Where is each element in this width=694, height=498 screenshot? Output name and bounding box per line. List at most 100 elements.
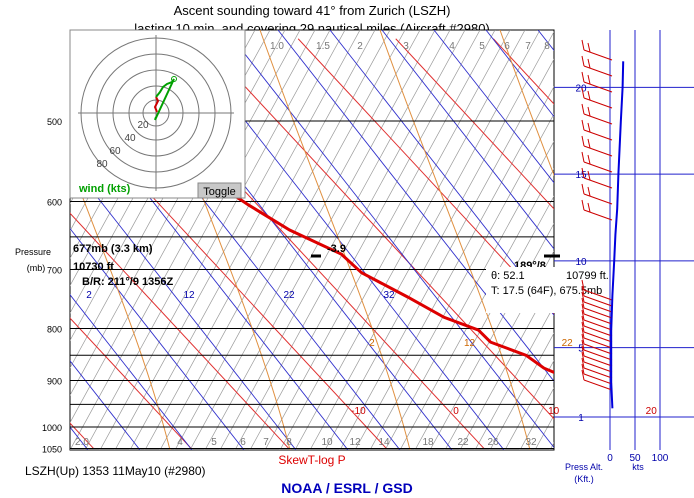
- hodograph-ring-label: 40: [124, 133, 136, 144]
- pressure-tick-600: 600: [47, 197, 62, 207]
- wind-barb-shaft: [583, 331, 613, 343]
- blue-grid-line: [590, 30, 694, 450]
- wind-barb-shaft: [583, 379, 613, 391]
- cursor-readout: 677mb (3.3 km) 10730 ft B/R: 211°/9 1356…: [73, 243, 618, 313]
- mixing-ratio-bottom-label: 32: [525, 437, 537, 448]
- wind-barb: [581, 357, 613, 379]
- pressure-tick-500: 500: [47, 117, 62, 127]
- wind-barb: [581, 369, 613, 391]
- wind-barb-shaft: [583, 319, 613, 331]
- pressure-tick-1050: 1050: [42, 445, 62, 455]
- wind-barb-flag: [581, 55, 585, 67]
- blue-grid-line: [381, 30, 554, 250]
- wind-barb-flag: [581, 103, 585, 115]
- wind-barb-flag: [581, 339, 585, 351]
- wind-barb-shaft: [583, 325, 613, 337]
- wind-barb: [581, 285, 613, 307]
- press-alt-title: Press Alt.: [565, 462, 603, 472]
- diagram-name: SkewT-log P: [278, 453, 345, 467]
- blue-grid-label: 22: [283, 290, 295, 301]
- blue-grid-label: 2: [86, 290, 92, 301]
- toggle-button-label[interactable]: Toggle: [203, 186, 235, 198]
- temp-readout: T: 17.5 (64F), 675.5mb: [491, 285, 602, 297]
- wind-barb-flag: [587, 42, 591, 53]
- theta-readout: θ: 52.1: [491, 270, 525, 282]
- wind-barb: [581, 55, 613, 77]
- toggle-button[interactable]: Toggle: [197, 182, 242, 199]
- toggle-button-bg[interactable]: [197, 182, 242, 199]
- moist-adiabat: [0, 30, 50, 450]
- height-readout: 10799 ft.: [566, 270, 609, 282]
- wind-speed-tick-labels: 0 50 100: [607, 453, 669, 464]
- wind-barb-shaft: [583, 355, 613, 367]
- wind-barb-shaft: [583, 209, 613, 221]
- moist-adiabat: [499, 30, 554, 177]
- info-box-bg: [486, 267, 618, 313]
- wind-barb-flag: [581, 297, 585, 309]
- mixing-ratio-bottom-label: 26: [487, 437, 499, 448]
- wind-barb: [581, 315, 613, 337]
- wind-barb-shaft: [583, 113, 613, 125]
- wind-barb: [581, 339, 613, 361]
- wind-barb-flag: [581, 345, 585, 357]
- hodograph-wind-label: wind (kts): [78, 183, 131, 195]
- cursor-temp: -3.9: [327, 243, 346, 255]
- wind-barb-shaft: [583, 295, 613, 307]
- altitude-tick-label: 10: [575, 257, 587, 268]
- wind-barb-shaft: [583, 129, 613, 141]
- wind-barb-flag: [587, 154, 591, 165]
- altitude-tick-label: 15: [575, 170, 587, 181]
- wind-barb-flag: [587, 202, 591, 213]
- wind-barb-shaft: [583, 177, 613, 189]
- mixing-ratio-bottom-label: 10: [321, 437, 333, 448]
- wind-barb: [581, 39, 613, 61]
- isotherm-label: -10: [351, 406, 366, 417]
- blue-grid-line: [433, 30, 554, 184]
- wind-barb-shaft: [583, 373, 613, 385]
- wind-barb: [581, 279, 613, 301]
- wind-barb-flag: [581, 363, 585, 375]
- blue-grid-label: 12: [183, 290, 195, 301]
- wind-barb-shaft: [583, 343, 613, 355]
- isotherm-label: 10: [548, 406, 560, 417]
- wind-barb: [581, 363, 613, 385]
- hodograph-end-marker: [171, 76, 177, 82]
- wind-barb-flag: [581, 167, 585, 179]
- wind-speed-tick: 0: [607, 453, 613, 464]
- pressure-axis-unit: (mb): [27, 263, 46, 273]
- isotherm-20: [297, 38, 554, 315]
- wind-barb-shaft: [583, 361, 613, 373]
- pressure-tick-800: 800: [47, 324, 62, 334]
- mixing-ratio-bottom-label: 14: [378, 437, 390, 448]
- wind-barb-shaft: [583, 97, 613, 109]
- wind-speed-tick: 100: [652, 453, 669, 464]
- wind-barb: [581, 135, 613, 157]
- wind-barb-shaft: [583, 337, 613, 349]
- wind-barb-shaft: [583, 81, 613, 93]
- wind-barb-shaft: [583, 307, 613, 319]
- moist-adiabat: [379, 30, 531, 450]
- wind-barb-flag: [581, 333, 585, 345]
- wind-barb-flag: [581, 119, 585, 131]
- mixing-ratio-top-labels: 1.0 1.5 2 3 4 5 6 7 8: [270, 41, 550, 52]
- wind-barb-flag: [581, 199, 585, 211]
- mixing-ratio-bottom-label: 2.0: [75, 437, 89, 448]
- blue-grid-line: [329, 30, 554, 316]
- wind-barb: [581, 321, 613, 343]
- wind-barb-shaft: [583, 49, 613, 61]
- isotherm-label-mid: 12: [464, 338, 476, 349]
- hodograph-ring-label: 60: [109, 146, 121, 157]
- wind-barb-shaft: [583, 161, 613, 173]
- station-label: LSZH(Up) 1353 11May10 (#2980): [25, 464, 206, 478]
- mixing-ratio-label: 6: [504, 41, 510, 52]
- wind-barb-flag: [581, 357, 585, 369]
- temperature-line: [70, 119, 554, 374]
- wind-barb-flag: [587, 122, 591, 133]
- mixing-ratio-label: 5: [479, 41, 485, 52]
- isotherm-label: 20: [646, 406, 658, 417]
- mixing-ratio-bottom-labels: 2.0 4 5 6 7 8 10 12 14 18 22 26 32: [75, 437, 537, 448]
- cursor-height: 10730 ft: [73, 261, 114, 273]
- wind-barb-flag: [587, 186, 591, 197]
